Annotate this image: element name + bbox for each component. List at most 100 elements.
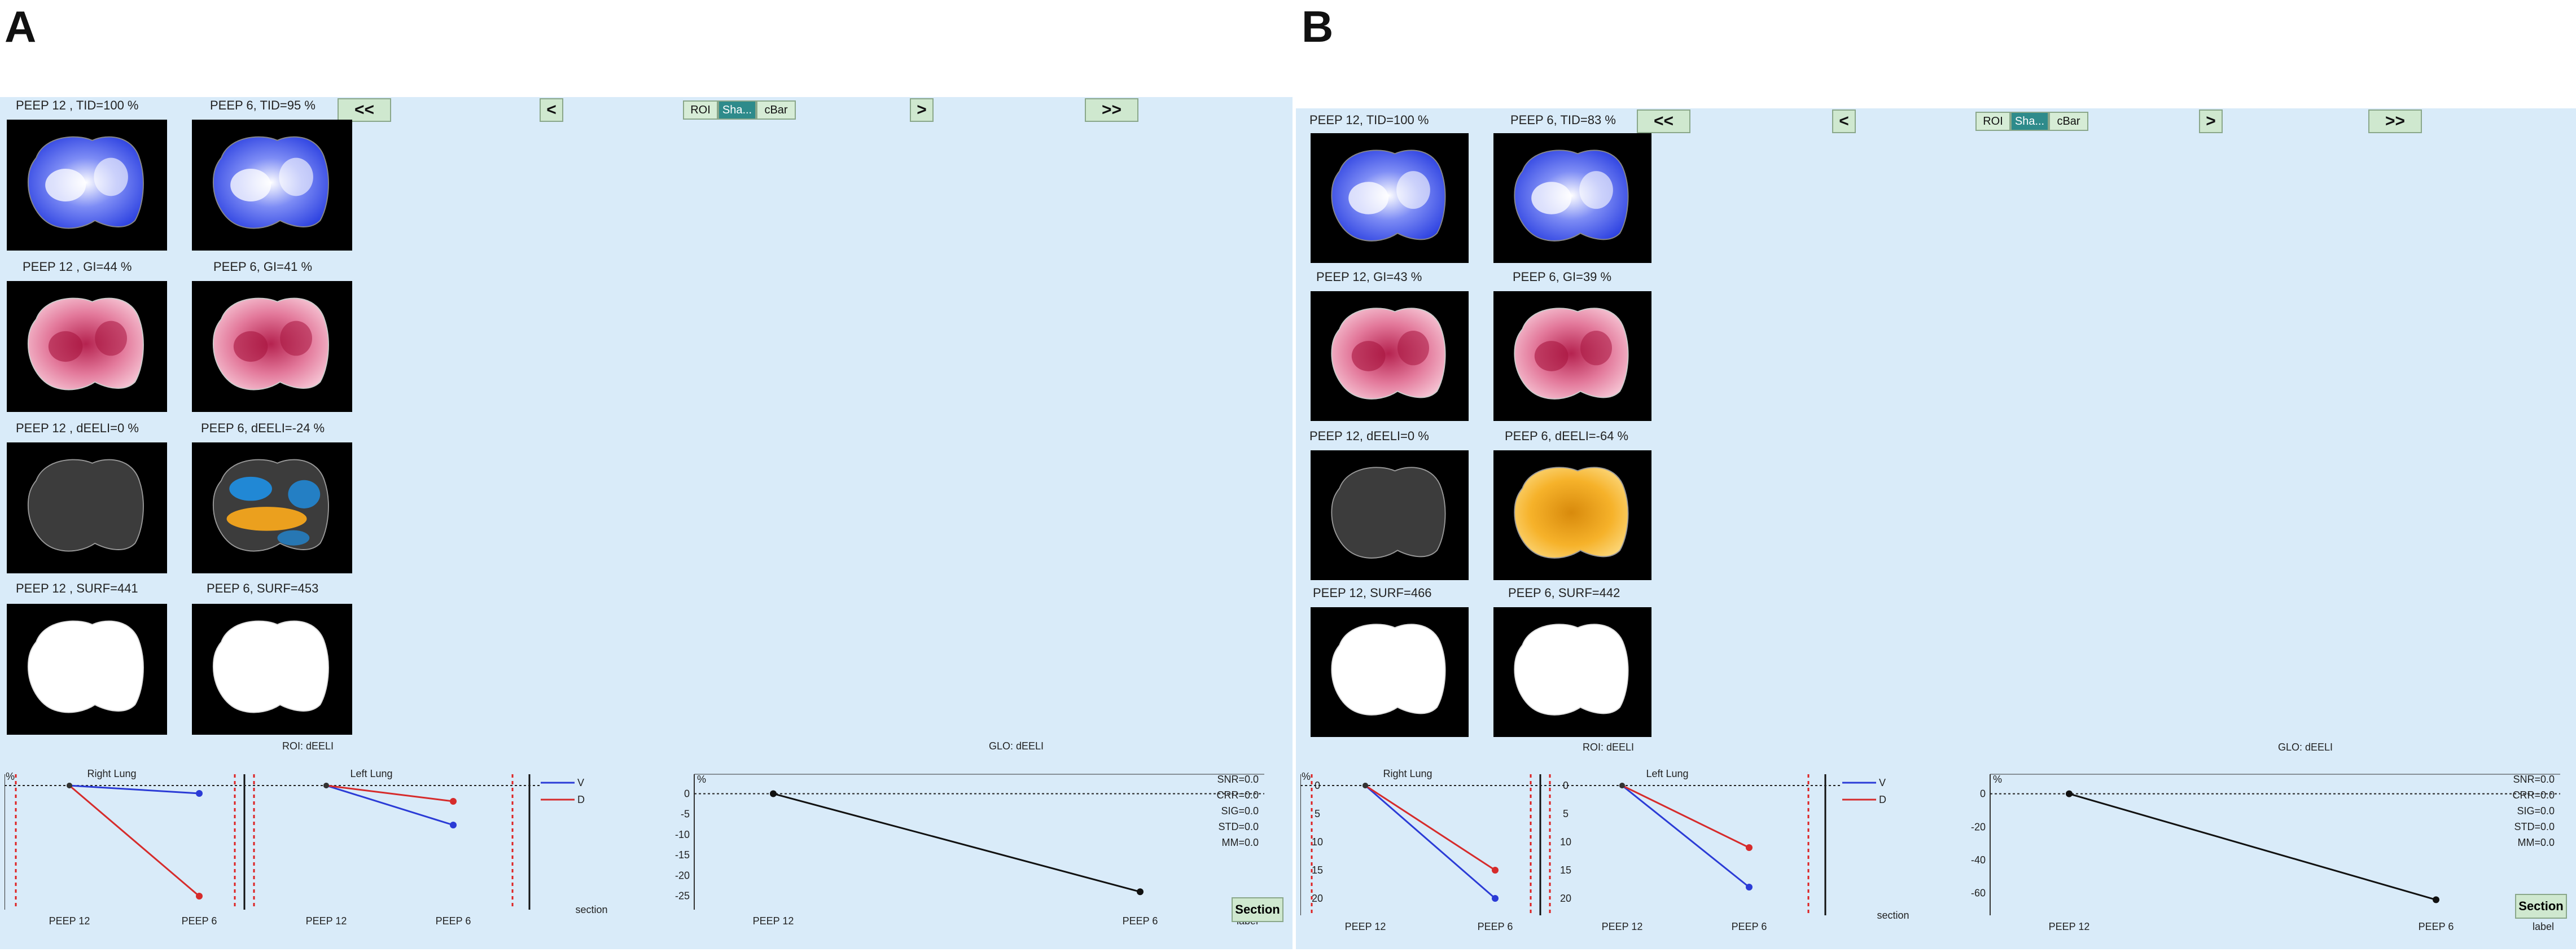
series-line-V bbox=[69, 784, 200, 795]
percent-label: % bbox=[697, 774, 706, 785]
stat-text: SNR=0.0 bbox=[1217, 774, 1259, 785]
y-tick: -20 bbox=[675, 870, 690, 881]
image-label: PEEP 6, GI=39 % bbox=[1513, 270, 1612, 284]
y-tick: 5 bbox=[1315, 808, 1320, 819]
y-tick: -15 bbox=[675, 849, 690, 861]
right-lung-title: Right Lung bbox=[87, 768, 136, 779]
image-label: PEEP 6, TID=83 % bbox=[1510, 113, 1616, 127]
series-line-V bbox=[1622, 784, 1750, 888]
tid-image bbox=[192, 120, 352, 251]
data-point-V bbox=[1492, 895, 1499, 902]
cbar-button[interactable]: cBar bbox=[756, 100, 796, 120]
x-tick: PEEP 12 bbox=[753, 915, 794, 927]
shape-button[interactable]: Sha... bbox=[2010, 112, 2049, 131]
y-tick: -40 bbox=[1971, 854, 1986, 866]
x-tick: PEEP 12 bbox=[49, 915, 90, 927]
roi-plot: % Right Lung Left Lung V D 0 0 5 5 10 10 15 15 20 20 PE… bbox=[1300, 757, 1927, 932]
y-tick: 5 bbox=[1563, 808, 1569, 819]
glo-title: GLO: dEELI bbox=[2278, 742, 2333, 753]
data-point-start bbox=[323, 783, 329, 788]
roi-title: ROI: dEELI bbox=[1583, 742, 1635, 753]
y-tick: -10 bbox=[675, 829, 690, 840]
next-button[interactable]: > bbox=[2199, 109, 2223, 133]
last-button[interactable]: >> bbox=[1085, 98, 1138, 122]
stat-text: STD=0.0 bbox=[2514, 821, 2555, 832]
series-line-V bbox=[1365, 784, 1496, 900]
image-label: PEEP 6, SURF=453 bbox=[207, 581, 319, 595]
x-tick: PEEP 12 bbox=[1602, 921, 1643, 932]
section-button[interactable]: Section bbox=[2515, 894, 2567, 919]
section-button[interactable]: Section bbox=[1232, 897, 1283, 922]
y-tick: 0 bbox=[1315, 780, 1320, 791]
glo-plot: % 0 -20 -40 -60 PEEP 12 PEEP 6 label SNR=0.0 CRR=… bbox=[1962, 757, 2560, 932]
deeli-image bbox=[1311, 450, 1469, 580]
data-point-start bbox=[1619, 783, 1625, 788]
surf-image bbox=[7, 604, 167, 735]
section-label: section bbox=[575, 904, 607, 915]
cbar-button[interactable]: cBar bbox=[2049, 112, 2088, 131]
data-point-D bbox=[1746, 844, 1753, 851]
x-tick: PEEP 12 bbox=[2049, 921, 2090, 932]
tid-image bbox=[7, 120, 167, 251]
stat-text: MM=0.0 bbox=[2517, 837, 2555, 848]
stat-text: MM=0.0 bbox=[1221, 837, 1259, 848]
prev-button[interactable]: < bbox=[540, 98, 563, 122]
first-button[interactable]: << bbox=[338, 98, 391, 122]
tid-image bbox=[1311, 133, 1469, 263]
y-tick: 0 bbox=[1980, 788, 1986, 800]
data-point-start bbox=[1363, 783, 1368, 788]
gi-image bbox=[7, 281, 167, 412]
label-text: label bbox=[2533, 921, 2554, 932]
data-point bbox=[1137, 888, 1144, 896]
tid-image bbox=[1493, 133, 1651, 263]
first-button[interactable]: << bbox=[1637, 109, 1690, 133]
x-tick: PEEP 12 bbox=[306, 915, 347, 927]
y-tick: 15 bbox=[1312, 865, 1323, 876]
data-point-V bbox=[196, 790, 203, 797]
y-tick: 15 bbox=[1560, 865, 1571, 876]
y-tick: 10 bbox=[1312, 836, 1323, 848]
image-label: PEEP 12, SURF=466 bbox=[1313, 586, 1432, 600]
data-point-V bbox=[1746, 884, 1753, 890]
legend-v-label: V bbox=[577, 777, 584, 788]
legend-d-label: D bbox=[577, 794, 585, 805]
prev-button[interactable]: < bbox=[1832, 109, 1856, 133]
glo-title: GLO: dEELI bbox=[989, 740, 1044, 752]
panel-b-window: << < ROI Sha... cBar > >> PEEP 12, TID=1… bbox=[1296, 108, 2576, 949]
percent-label: % bbox=[1302, 771, 1311, 782]
series-line-D bbox=[1622, 784, 1750, 849]
series-line-D bbox=[1365, 784, 1496, 871]
x-tick: PEEP 6 bbox=[1478, 921, 1513, 932]
data-point-V bbox=[450, 822, 457, 828]
roi-button[interactable]: ROI bbox=[683, 100, 718, 120]
x-tick: PEEP 6 bbox=[1732, 921, 1767, 932]
y-tick: -20 bbox=[1971, 821, 1986, 832]
left-lung-title: Left Lung bbox=[1646, 768, 1688, 779]
stat-text: CRR=0.0 bbox=[1216, 789, 1259, 801]
next-button[interactable]: > bbox=[910, 98, 934, 122]
series-line-D bbox=[326, 784, 454, 802]
x-tick: PEEP 6 bbox=[1123, 915, 1158, 927]
surf-image bbox=[1311, 607, 1469, 737]
percent-label: % bbox=[1993, 774, 2002, 785]
glo-series-line bbox=[773, 793, 1141, 893]
percent-label: % bbox=[6, 771, 15, 782]
y-tick: -5 bbox=[681, 809, 690, 820]
surf-image bbox=[1493, 607, 1651, 737]
glo-series-line bbox=[2069, 793, 2437, 901]
y-tick: -25 bbox=[675, 890, 690, 902]
y-tick: 0 bbox=[1563, 780, 1569, 791]
image-label: PEEP 12 , TID=100 % bbox=[16, 98, 139, 112]
stat-text: SNR=0.0 bbox=[2513, 774, 2555, 785]
x-tick: PEEP 6 bbox=[436, 915, 471, 927]
deeli-image bbox=[192, 442, 352, 573]
y-tick: 10 bbox=[1560, 836, 1571, 848]
roi-button[interactable]: ROI bbox=[1975, 112, 2010, 131]
image-label: PEEP 12, TID=100 % bbox=[1309, 113, 1429, 127]
legend-d-label: D bbox=[1879, 794, 1886, 805]
shape-button[interactable]: Sha... bbox=[718, 100, 756, 120]
image-label: PEEP 12 , dEELI=0 % bbox=[16, 421, 139, 435]
data-point-D bbox=[196, 893, 203, 900]
last-button[interactable]: >> bbox=[2368, 109, 2422, 133]
